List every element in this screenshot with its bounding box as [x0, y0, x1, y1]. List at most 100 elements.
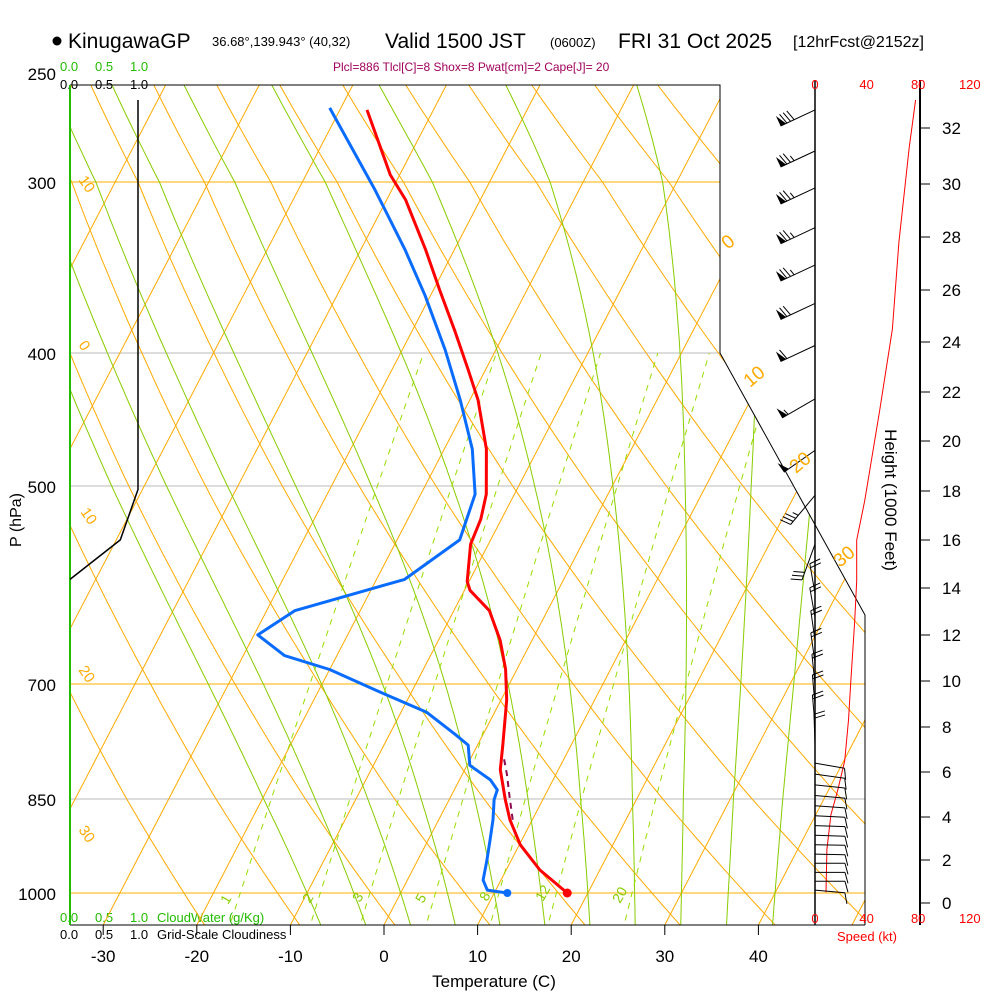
moist-adiabat-line	[101, 85, 458, 925]
speed-tick-label: 120	[959, 77, 981, 92]
parcel-line	[502, 754, 514, 820]
speed-axis-title: Speed (kt)	[837, 929, 897, 944]
wind-barb	[814, 773, 847, 790]
moist-adiabat-line	[629, 85, 687, 925]
height-tick-label: 26	[942, 281, 961, 300]
wind-barb	[790, 544, 816, 581]
isotherm-line	[196, 85, 635, 925]
wind-barb-staff	[814, 762, 847, 780]
pressure-tick-label: 700	[28, 676, 56, 695]
speed-tick-label: 0	[811, 77, 818, 92]
height-tick-label: 4	[942, 808, 951, 827]
pressure-tick-label: 300	[28, 174, 56, 193]
wind-barb	[775, 109, 816, 127]
temperature-line	[365, 109, 569, 895]
wind-barb-staff	[779, 302, 816, 320]
dry-adiabat-label: 10	[77, 505, 100, 528]
wind-barb-flag	[775, 271, 786, 282]
dry-adiabat-label: 10	[75, 173, 98, 196]
cloudwater-tick: 0.5	[95, 59, 113, 74]
moist-adiabat-line	[172, 85, 502, 925]
height-tick-label: 10	[942, 672, 961, 691]
mixing-ratio-line	[545, 352, 710, 925]
dry-adiabat-label: 0	[718, 231, 740, 254]
surface-dewpoint-point	[503, 889, 512, 897]
height-tick-label: 8	[942, 718, 951, 737]
x-tick-label: -10	[278, 947, 303, 966]
mixing-ratio-label: 12	[532, 882, 554, 904]
wind-barb	[814, 825, 849, 838]
wind-barb-flag	[775, 194, 786, 204]
height-tick-label: 18	[942, 482, 961, 501]
mixing-ratio-label: 3	[349, 890, 367, 905]
wind-barb-staff	[811, 649, 824, 685]
wind-barb-staff	[814, 844, 849, 857]
mixing-ratio-line	[227, 352, 425, 925]
wind-barb	[814, 853, 849, 866]
height-tick-label: 28	[942, 228, 961, 247]
height-tick-label: 32	[942, 119, 961, 138]
wind-barb-staff	[781, 398, 816, 419]
x-tick-label: -30	[91, 947, 116, 966]
cloudwater-tick: 0.0	[60, 59, 78, 74]
x-tick-label: 20	[562, 947, 581, 966]
mixing-ratio-line	[307, 352, 497, 925]
isotherm-line	[570, 85, 865, 925]
wind-barb	[775, 345, 816, 363]
height-tick-label: 16	[942, 531, 961, 550]
x-tick-label: 30	[655, 947, 674, 966]
dry-adiabat-line	[70, 85, 496, 925]
wind-barb-staff	[814, 825, 849, 838]
wind-barb	[815, 862, 849, 875]
wind-barb-staff	[783, 449, 816, 473]
moist-adiabat-line	[70, 85, 325, 925]
mixing-ratio-label: 20	[609, 884, 631, 906]
wind-barb-staff	[779, 150, 816, 168]
wind-barb-staff	[790, 544, 816, 581]
mixing-ratio-line	[621, 352, 778, 925]
height-tick-label: 2	[942, 851, 951, 870]
stats-line: Plcl=886 Tlcl[C]=8 Shox=8 Pwat[cm]=2 Cap…	[333, 60, 610, 74]
wind-barb	[775, 227, 816, 245]
isotherm-line	[289, 85, 728, 925]
x-axis-title: Temperature (C)	[432, 972, 556, 991]
wind-barb-flag	[777, 463, 789, 473]
dry-adiabat-label: 30	[75, 823, 98, 846]
wind-barb-staff	[814, 795, 848, 810]
wind-barb-staff	[814, 815, 848, 829]
cloudiness-tick: 1.0	[130, 927, 148, 942]
wind-barb	[814, 815, 848, 829]
dry-adiabat-line	[329, 85, 865, 925]
wind-barb-staff	[814, 805, 848, 820]
speed-tick-label: 120	[959, 911, 981, 926]
wind-barb	[815, 871, 849, 884]
dry-adiabat-line	[204, 85, 783, 925]
cloudiness-line	[69, 100, 139, 580]
wind-barb	[776, 398, 816, 419]
isotherm-line	[70, 85, 447, 925]
pressure-tick-label: 400	[28, 345, 56, 364]
wind-barb-staff	[814, 889, 848, 905]
moist-adiabat-line	[259, 85, 547, 925]
cloudwater-tick: 1.0	[130, 910, 148, 925]
dry-adiabat-line	[391, 85, 865, 925]
dry-adiabat-label: 20	[786, 448, 816, 478]
surface-temperature-point	[562, 888, 572, 898]
wind-barb	[814, 844, 849, 857]
wind-barb	[809, 558, 822, 594]
wind-barb	[814, 805, 848, 820]
wind-speed-line	[825, 99, 917, 893]
cloudwater-tick: 1.0	[130, 59, 148, 74]
station-coords: 36.68°,139.943° (40,32)	[212, 34, 350, 49]
moist-adiabat-line	[366, 85, 591, 925]
wind-barb-staff	[815, 862, 849, 875]
wind-barb	[777, 449, 816, 473]
isotherm-line	[757, 85, 865, 925]
height-tick-label: 14	[942, 579, 961, 598]
x-tick-label: 40	[749, 947, 768, 966]
station-name: KinugawaGP	[68, 30, 191, 53]
height-axis-title: Height (1000 Feet)	[881, 429, 900, 571]
pressure-tick-label: 500	[28, 478, 56, 497]
cloudiness-tick: 0.0	[60, 77, 78, 92]
